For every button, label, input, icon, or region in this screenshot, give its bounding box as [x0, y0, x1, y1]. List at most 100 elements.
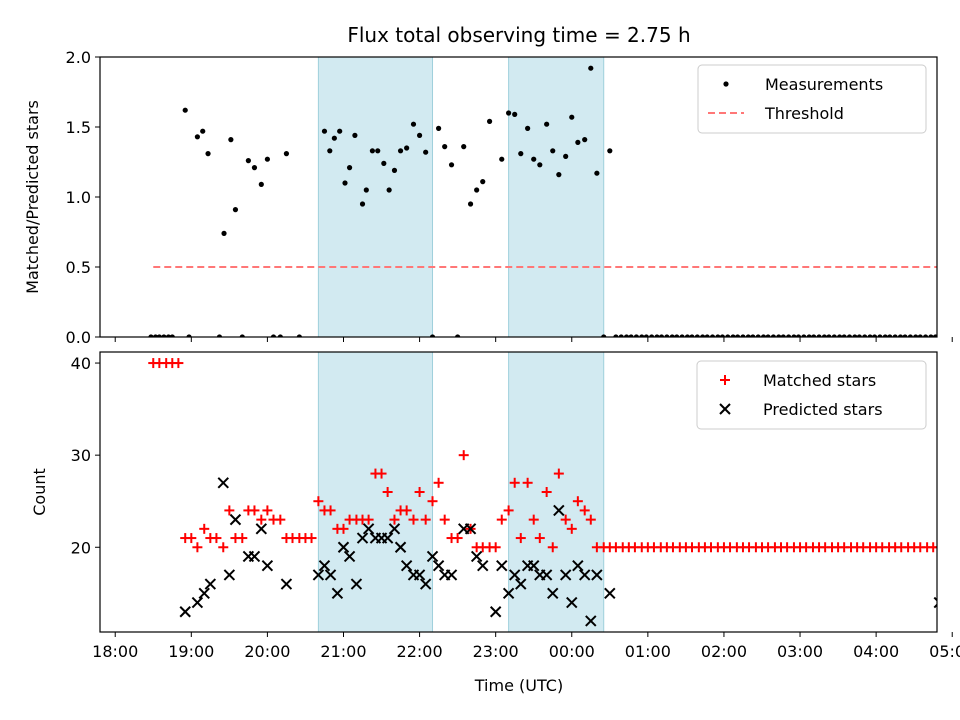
- x-tick-label: 03:00: [777, 642, 823, 661]
- axes-frame: [99, 351, 938, 633]
- x-b: [331, 587, 344, 600]
- x-point-1-13: [318, 559, 331, 572]
- plus-point-0-64: [553, 468, 564, 479]
- x-point-1-35: [464, 523, 477, 535]
- dot-point-0-118: [852, 334, 858, 337]
- dot-point-0-111: [816, 334, 822, 337]
- x-point-1-42: [515, 578, 527, 590]
- x-b: [324, 569, 337, 581]
- plus-point-0-126: [947, 542, 957, 552]
- plus-point-0-124: [934, 546, 937, 549]
- x-point-1-44: [528, 559, 540, 572]
- dot-point-0-14: [232, 207, 239, 213]
- dot-point-0-38: [397, 148, 404, 154]
- x-b: [179, 606, 191, 618]
- dot-point-0-132: [922, 334, 929, 337]
- dot-point-0-6: [182, 107, 188, 113]
- dot-point-0-134: [932, 334, 937, 337]
- legend: Measurements Threshold: [697, 64, 927, 134]
- dot-point-0-124: [882, 334, 888, 337]
- x-point-1-15: [331, 587, 344, 600]
- dot-point-0-24: [321, 128, 328, 134]
- plot-area: [148, 358, 960, 627]
- x-b: [432, 559, 445, 572]
- x-b: [477, 559, 489, 572]
- dot-point-0-90: [709, 334, 716, 337]
- x-b: [553, 504, 565, 517]
- plus-point-0-61: [534, 533, 545, 544]
- dot-point-0-59: [537, 162, 543, 168]
- x-b: [515, 578, 527, 590]
- x-b: [318, 559, 331, 572]
- plus-point-0-127: [953, 542, 960, 552]
- x-point-1-38: [489, 606, 502, 618]
- dot-point-0-67: [588, 65, 594, 71]
- dot-point-0-91: [715, 334, 721, 337]
- dot-point-0-17: [251, 165, 258, 171]
- dot-point-0-13: [228, 137, 234, 143]
- plus-point-0-43: [420, 514, 431, 525]
- dot-point-0-30: [352, 132, 358, 138]
- x-point-1-14: [324, 569, 337, 581]
- dot-point-0-55: [512, 111, 518, 117]
- shaded-interval-0: [317, 351, 434, 633]
- x-tick-label: 22:00: [397, 642, 443, 661]
- dot-point-0-105: [786, 334, 792, 337]
- x-b: [489, 606, 502, 618]
- shaded-interval-0: [317, 56, 434, 338]
- dot-point-0-58: [531, 156, 537, 162]
- dot-point-0-20: [270, 334, 277, 337]
- dot-point-0-93: [725, 334, 731, 337]
- plus-point-0-49: [458, 450, 469, 461]
- x-b: [933, 603, 937, 609]
- dot-point-0-114: [831, 334, 837, 337]
- x-b: [350, 578, 363, 590]
- x-point-1-10: [261, 559, 274, 572]
- dot-point-0-96: [740, 334, 746, 337]
- dot-point-0-50: [474, 187, 480, 193]
- dot-point-0-34: [375, 148, 381, 154]
- y-axis-title: Matched/Predicted stars: [23, 100, 42, 294]
- dot-point-0-75: [633, 334, 640, 337]
- plus-point-0-18: [262, 505, 273, 516]
- legend-swatch-x: [719, 403, 731, 415]
- dot-point-0-63: [563, 153, 569, 159]
- plus-point-0-20: [275, 514, 286, 525]
- plus-point-0-12: [224, 505, 235, 516]
- x-point-1-26: [400, 559, 413, 572]
- x-b: [547, 587, 559, 600]
- dot-point-0-64: [569, 114, 575, 120]
- dot-point-0-57: [525, 125, 531, 131]
- dot-point-0-70: [607, 148, 613, 154]
- x-tick-label: 05:00: [929, 642, 960, 661]
- dot-point-0-120: [862, 334, 868, 337]
- x-b: [255, 523, 268, 535]
- x-b: [566, 596, 578, 609]
- dot-point-0-42: [423, 149, 429, 155]
- x-point-1-3: [204, 578, 217, 590]
- dot-point-0-5: [169, 334, 175, 337]
- dot-point-0-26: [331, 135, 337, 141]
- dot-point-0-126: [892, 334, 898, 337]
- dot-point-0-122: [872, 334, 878, 337]
- dot-point-0-48: [461, 144, 467, 150]
- dot-point-0-131: [917, 334, 923, 337]
- dot-point-0-86: [689, 334, 695, 337]
- x-point-1-16: [337, 541, 350, 553]
- dot-point-0-73: [623, 334, 630, 337]
- plus-point-0-14: [237, 533, 248, 544]
- dot-point-0-21: [277, 334, 283, 337]
- legend-label: Threshold: [764, 104, 844, 123]
- plus-point-0-41: [408, 514, 419, 525]
- x-point-1-1: [191, 596, 204, 609]
- x-b: [337, 541, 350, 553]
- y-tick-label: 0.5: [66, 258, 91, 277]
- y-tick-label: 0.0: [66, 328, 91, 347]
- x-point-1-19: [356, 532, 369, 544]
- dot-point-0-83: [674, 334, 680, 337]
- x-b: [248, 550, 261, 563]
- x-point-1-46: [540, 569, 553, 581]
- x-b: [464, 523, 477, 535]
- dot-point-0-45: [442, 144, 448, 150]
